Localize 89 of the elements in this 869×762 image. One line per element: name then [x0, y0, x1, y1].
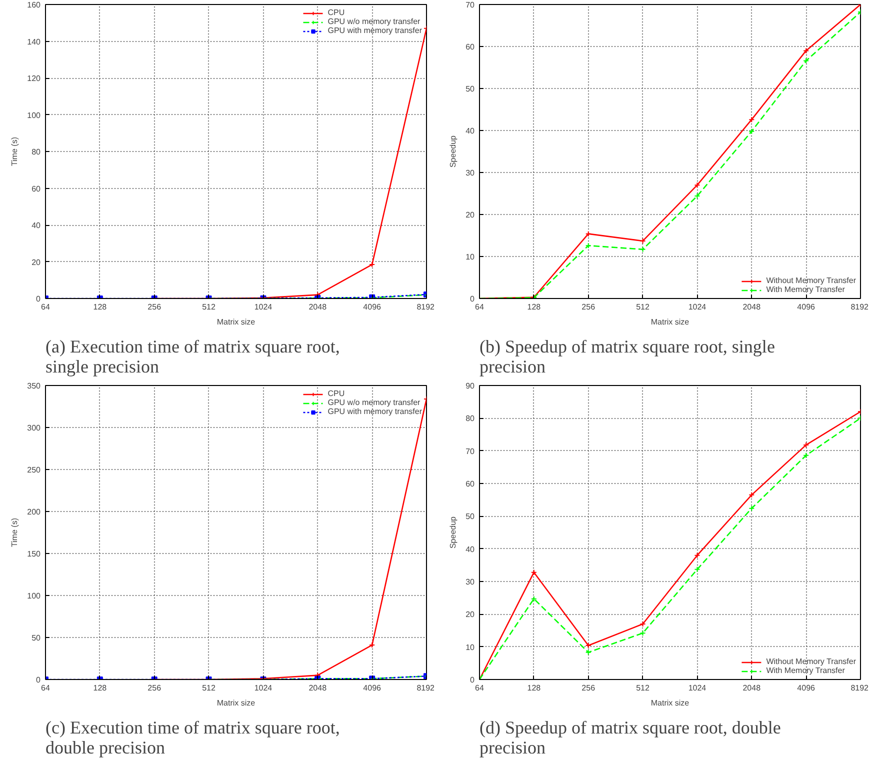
text: (d) Speedup of matrix square root, double precision [480, 718, 781, 758]
x-tick-label: 256 [582, 684, 596, 692]
y-tick-label: 50 [466, 512, 476, 522]
legend-label: Without Memory Transfer [766, 657, 856, 666]
legend-label: GPU with memory transfer [328, 26, 422, 35]
text: (a) Execution time of matrix square root, single precision [46, 336, 340, 376]
legend-label: With Memory Transfer [766, 285, 845, 294]
y-tick-label: 60 [466, 42, 476, 52]
x-tick-label: 4096 [363, 302, 382, 312]
x-tick-label: 128 [527, 684, 542, 692]
x-axis-title: Matrix size [216, 318, 256, 326]
x-tick-label: 64 [475, 684, 484, 692]
x-tick-label: 8192 [850, 302, 869, 312]
y-tick-label: 0 [36, 294, 42, 304]
x-axis-title: Matrix size [216, 698, 256, 708]
y-tick-label: 250 [27, 466, 42, 474]
y-tick-label: 350 [27, 382, 42, 390]
x-tick-label: 64 [41, 302, 50, 312]
y-tick-label: 20 [466, 210, 476, 220]
legend-label: GPU with memory transfer [328, 407, 422, 416]
y-tick-label: 50 [32, 634, 42, 642]
legend-label: With Memory Transfer [766, 666, 845, 675]
y-tick-label: 120 [27, 74, 42, 83]
x-axis-title: Matrix size [650, 318, 690, 326]
x-tick-label: 2048 [308, 302, 328, 312]
y-tick-label: 100 [27, 110, 42, 120]
x-axis-title: Matrix size [650, 698, 690, 708]
x-tick-label: 128 [93, 302, 108, 312]
x-tick-label: 4096 [363, 684, 382, 692]
y-tick-label: 70 [466, 0, 476, 10]
x-tick-label: 512 [636, 302, 650, 312]
y-tick-label: 60 [32, 184, 42, 194]
x-tick-label: 1024 [254, 684, 273, 692]
legend-label: GPU w/o memory transfer [328, 398, 420, 407]
y-tick-label: 80 [466, 414, 476, 424]
y-tick-label: 40 [32, 221, 42, 230]
x-tick-label: 1024 [254, 302, 273, 312]
y-tick-label: 300 [27, 424, 42, 432]
y-tick-label: 160 [27, 0, 42, 10]
y-tick-label: 0 [470, 294, 476, 304]
x-tick-label: 2048 [742, 684, 762, 692]
legend-label: GPU w/o memory transfer [328, 17, 420, 26]
y-tick-label: 150 [27, 550, 42, 558]
x-tick-label: 2048 [308, 684, 328, 692]
y-tick-label: 80 [32, 148, 42, 156]
x-tick-label: 128 [527, 302, 542, 312]
x-tick-label: 256 [148, 302, 162, 312]
y-tick-label: 90 [466, 382, 476, 390]
y-tick-label: 70 [466, 446, 476, 456]
x-tick-label: 512 [636, 684, 650, 692]
y-tick-label: 10 [466, 642, 476, 652]
y-tick-label: 140 [27, 37, 42, 46]
x-tick-label: 256 [582, 302, 596, 312]
y-tick-label: 10 [466, 252, 476, 262]
x-tick-label: 4096 [797, 684, 816, 692]
y-tick-label: 100 [27, 592, 42, 600]
y-tick-label: 20 [32, 258, 42, 267]
x-tick-label: 512 [202, 302, 216, 312]
y-tick-label: 0 [36, 676, 42, 684]
legend-label: CPU [328, 8, 346, 17]
x-tick-label: 8192 [416, 684, 436, 692]
y-tick-label: 60 [466, 480, 476, 488]
x-tick-label: 1024 [688, 302, 707, 312]
y-tick-label: 200 [27, 508, 42, 516]
y-axis-title: Time (s) [10, 518, 20, 548]
legend-label: CPU [328, 389, 346, 398]
y-tick-label: 0 [470, 676, 476, 684]
y-axis-title: Speedup [448, 134, 458, 168]
x-tick-label: 64 [41, 684, 50, 692]
x-tick-label: 1024 [688, 684, 707, 692]
x-tick-label: 4096 [797, 302, 816, 312]
x-tick-label: 8192 [850, 684, 869, 692]
y-tick-label: 40 [466, 126, 476, 136]
y-tick-label: 30 [466, 578, 476, 586]
x-tick-label: 512 [202, 684, 216, 692]
y-tick-label: 40 [466, 544, 476, 554]
y-tick-label: 50 [466, 84, 476, 94]
y-axis-title: Speedup [448, 516, 458, 549]
text: (b) Speedup of matrix square root, single precision [480, 336, 775, 376]
x-tick-label: 256 [148, 684, 162, 692]
y-axis-title: Time (s) [10, 136, 20, 166]
x-tick-label: 8192 [416, 302, 436, 312]
legend-label: Without Memory Transfer [766, 276, 856, 285]
text: (c) Execution time of matrix square root, double precision [46, 718, 340, 758]
x-tick-label: 2048 [742, 302, 762, 312]
y-tick-label: 20 [466, 610, 476, 620]
y-tick-label: 30 [466, 168, 476, 178]
x-tick-label: 64 [475, 302, 484, 312]
x-tick-label: 128 [93, 684, 108, 692]
